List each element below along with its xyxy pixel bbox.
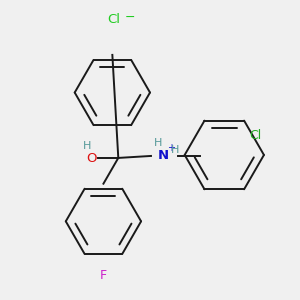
- Text: Cl: Cl: [107, 13, 120, 26]
- Text: F: F: [100, 269, 107, 282]
- Text: Cl: Cl: [249, 129, 261, 142]
- Text: H: H: [82, 141, 91, 151]
- Text: +: +: [167, 143, 175, 153]
- Text: −: −: [125, 11, 135, 24]
- Text: H: H: [171, 145, 179, 155]
- Text: N: N: [157, 149, 168, 162]
- Text: O: O: [86, 152, 97, 165]
- Text: H: H: [154, 138, 162, 148]
